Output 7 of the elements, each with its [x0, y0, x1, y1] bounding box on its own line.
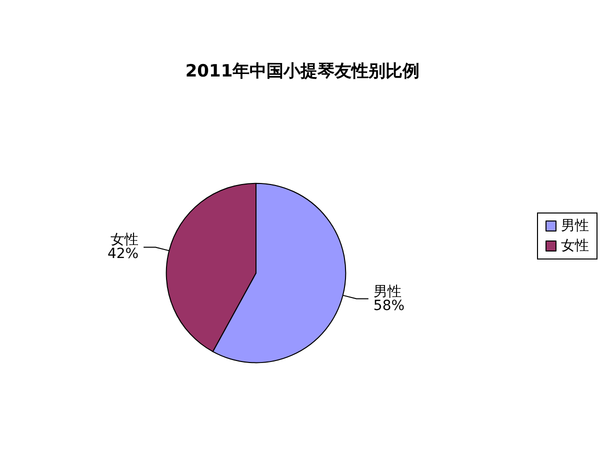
data-label: 58% — [373, 298, 405, 314]
slice-label: 男性 — [373, 284, 402, 300]
chart-title: 2011年中国小提琴友性别比例 — [185, 62, 420, 82]
slice-label: 女性 — [110, 232, 139, 248]
data-label: 42% — [107, 246, 139, 262]
legend-label: 男性 — [561, 218, 589, 234]
legend-label: 女性 — [561, 238, 589, 254]
